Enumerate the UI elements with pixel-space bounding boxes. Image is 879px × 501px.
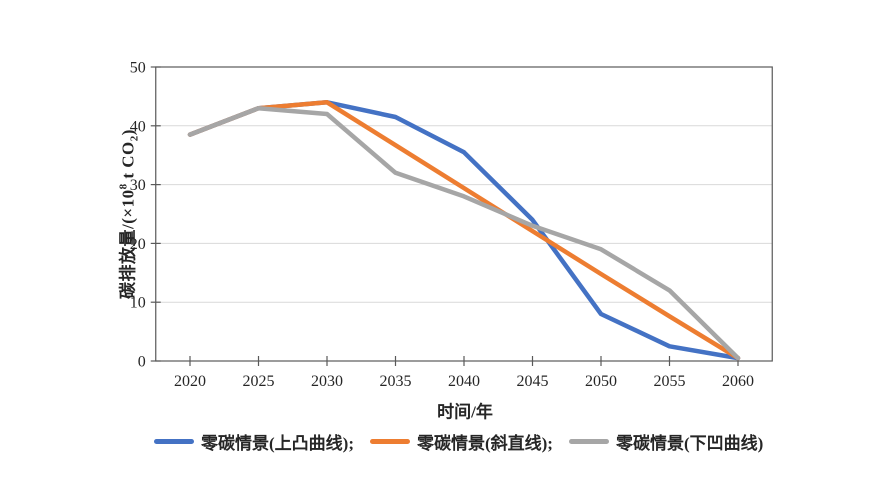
legend-swatch-concave-line	[568, 438, 609, 444]
legend-label-concave: 零碳情景(下凹曲线)	[615, 433, 764, 453]
y-tick-label: 30	[130, 177, 146, 194]
legend-label-convex: 零碳情景(上凸曲线);	[201, 433, 354, 453]
series-line-2	[187, 105, 741, 361]
y-tick-label: 50	[130, 60, 146, 77]
series-line-0	[187, 100, 741, 361]
legend-item-convex: 零碳情景(上凸曲线);	[154, 429, 354, 454]
x-axis-title: 时间/年	[437, 402, 493, 422]
y-axis-title: 碳排放量/(×108 t CO2)	[117, 129, 141, 299]
y-tick-label: 0	[138, 354, 146, 371]
legend: 零碳情景(上凸曲线); 零碳情景(斜直线); 零碳情景(下凹曲线)	[154, 429, 764, 454]
legend-label-straight: 零碳情景(斜直线);	[416, 433, 553, 453]
x-tick-label: 2035	[380, 373, 412, 390]
legend-swatch-straight-line	[369, 438, 410, 444]
y-tick-label: 10	[130, 295, 146, 312]
legend-swatch-convex-line	[154, 438, 194, 444]
legend-item-concave: 零碳情景(下凹曲线)	[568, 429, 764, 454]
y-tick-label: 40	[130, 118, 146, 135]
legend-item-straight: 零碳情景(斜直线);	[369, 429, 553, 454]
series-line-1	[187, 100, 741, 361]
x-tick-label: 2020	[174, 373, 206, 390]
x-tick-label: 2060	[722, 373, 754, 390]
x-tick-label: 2030	[311, 373, 343, 390]
x-tick-label: 2040	[448, 373, 480, 390]
x-tick-label: 2045	[517, 373, 549, 390]
x-tick-label: 2050	[585, 373, 617, 390]
x-tick-label: 2025	[243, 373, 275, 390]
x-tick-label: 2055	[654, 373, 686, 390]
y-tick-label: 20	[130, 236, 146, 253]
